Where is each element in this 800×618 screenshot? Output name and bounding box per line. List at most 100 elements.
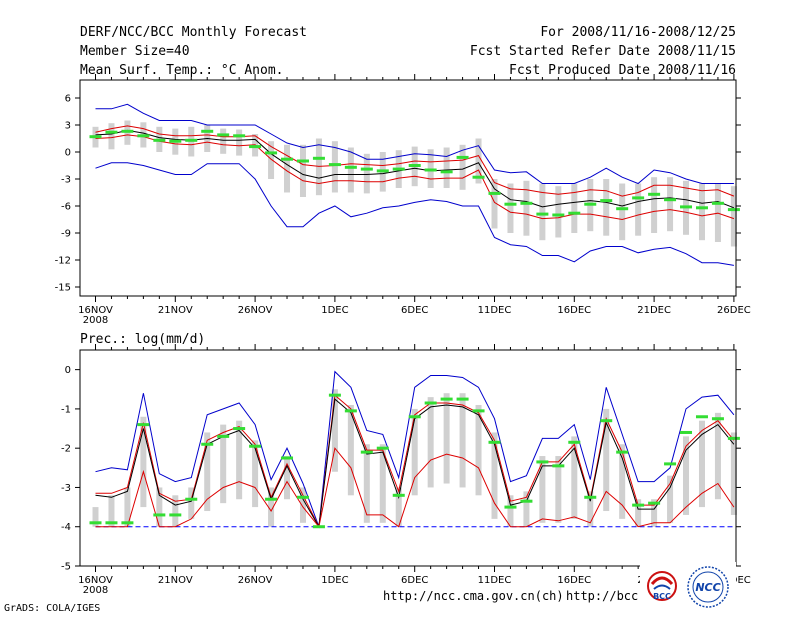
prec-median-mark: [408, 415, 421, 419]
ncc-logo: NCC: [687, 566, 729, 608]
bcc-logo-text: BCC: [653, 592, 671, 601]
prec-median-mark: [312, 525, 325, 529]
ncc-url-link[interactable]: http://ncc.cma.gov.cn(ch): [383, 589, 564, 603]
temp-median-mark: [632, 196, 645, 200]
prec-ytick-label: -3: [61, 483, 71, 494]
prec-xtick-label: 6DEC: [401, 575, 428, 586]
prec-median-mark: [584, 495, 597, 499]
prec-xtick-label: 1DEC: [321, 575, 348, 586]
temp-plot-bg: [80, 80, 736, 296]
prec-ensemble-box: [603, 408, 610, 512]
prec-median-mark: [296, 495, 309, 499]
temp-median-mark: [105, 130, 118, 134]
temp-panel-title: Mean Surf. Temp.: °C Anom.: [80, 63, 284, 78]
prec-median-mark: [456, 397, 469, 401]
temp-ensemble-box: [667, 177, 674, 232]
prec-median-mark: [376, 446, 389, 450]
prec-ensemble-box: [379, 444, 386, 523]
temp-series-lower: [95, 134, 735, 221]
prec-median-mark: [440, 397, 453, 401]
temp-median-mark: [233, 134, 246, 138]
temp-ensemble-box: [347, 147, 354, 193]
temp-median-mark: [328, 163, 341, 167]
temp-median-mark: [312, 156, 325, 160]
prec-median-mark: [504, 505, 517, 509]
prec-median-mark: [424, 401, 437, 405]
temp-ensemble-box: [363, 153, 370, 194]
prec-ytick-label: -4: [61, 522, 71, 533]
prec-ensemble-box: [284, 456, 291, 500]
prec-median-mark: [153, 513, 166, 517]
prec-ensemble-box: [347, 404, 354, 496]
prec-ytick-label: -2: [61, 444, 71, 455]
prec-median-mark: [265, 497, 278, 501]
prec-median-mark: [472, 409, 485, 413]
temp-ensemble-box: [443, 147, 450, 188]
temp-median-mark: [727, 208, 740, 212]
temp-median-mark: [568, 211, 581, 215]
grads-credit: GrADS: COLA/IGES: [4, 603, 101, 614]
temp-ensemble-box: [698, 183, 705, 241]
prec-xtick-label: 21NOV: [158, 575, 193, 586]
prec-median-mark: [520, 499, 533, 503]
prec-xtick-label: 16DEC: [557, 575, 591, 586]
temp-ytick-label: 3: [65, 121, 71, 132]
logo-area: BCC NCC: [640, 562, 736, 614]
precipitation-panel: 0 -1 -2 -3 -4 -5 16NOV 21NOV 26NOV 1DEC 6DEC 11DEC 1…: [61, 344, 751, 596]
prec-ensemble-box: [539, 456, 546, 523]
forecast-produced-date: Fcst Produced Date 2008/11/16: [509, 63, 736, 78]
forecast-period: For 2008/11/16-2008/12/25: [540, 25, 736, 40]
temp-ensemble-box: [108, 123, 115, 150]
member-size: Member Size=40: [80, 44, 190, 59]
prec-ensemble-box: [124, 487, 131, 527]
prec-ensemble-box: [363, 444, 370, 523]
temp-median-mark: [695, 206, 708, 210]
prec-ensemble-box: [651, 499, 658, 527]
temp-xtick-label: 11DEC: [478, 305, 512, 316]
prec-plot-bg: [80, 350, 736, 566]
prec-median-mark: [328, 393, 341, 397]
temp-median-mark: [711, 201, 724, 205]
temp-ensemble-box: [268, 141, 275, 179]
prec-median-mark: [727, 436, 740, 440]
prec-ensemble-box: [507, 495, 514, 527]
bcc-url-link[interactable]: http://bcc.: [566, 589, 646, 603]
prec-ensemble-box: [571, 436, 578, 519]
temp-ytick-label: 6: [65, 94, 71, 105]
prec-series-mean: [95, 398, 735, 529]
prec-ensemble-box: [92, 507, 99, 527]
temp-median-mark: [344, 165, 357, 169]
prec-ensemble-box: [252, 440, 259, 508]
temp-median-mark: [600, 199, 613, 203]
prec-ensemble-box: [714, 412, 721, 500]
prec-ensemble-box: [523, 491, 530, 527]
prec-median-mark: [568, 440, 581, 444]
temp-series-upper: [95, 125, 735, 197]
temp-ensemble-box: [571, 183, 578, 233]
temp-median-mark: [424, 168, 437, 172]
prec-median-mark: [137, 423, 150, 427]
temp-xtick-label: 6DEC: [401, 305, 428, 316]
temp-median-mark: [520, 201, 533, 205]
prec-ensemble-box: [220, 424, 227, 504]
temp-ensemble-box: [507, 183, 514, 233]
temp-median-mark: [137, 134, 150, 138]
temp-median-mark: [265, 151, 278, 155]
prec-median-mark: [201, 442, 214, 446]
temp-ensemble-box: [555, 186, 562, 238]
temp-xtick-label: 26NOV: [238, 305, 273, 316]
temp-xtick-label: 1DEC: [321, 305, 348, 316]
ncc-logo-text: NCC: [695, 581, 720, 594]
prec-ensemble-box: [459, 393, 466, 488]
temp-ensemble-box: [539, 183, 546, 241]
chart-title: DERF/NCC/BCC Monthly Forecast: [80, 25, 307, 40]
prec-median-mark: [536, 460, 549, 464]
temp-median-mark: [584, 202, 597, 206]
temp-median-mark: [456, 155, 469, 159]
temp-median-mark: [296, 159, 309, 163]
temp-median-mark: [169, 139, 182, 143]
prec-median-mark: [185, 497, 198, 501]
temp-median-mark: [201, 129, 214, 133]
prec-series-max: [95, 370, 735, 527]
